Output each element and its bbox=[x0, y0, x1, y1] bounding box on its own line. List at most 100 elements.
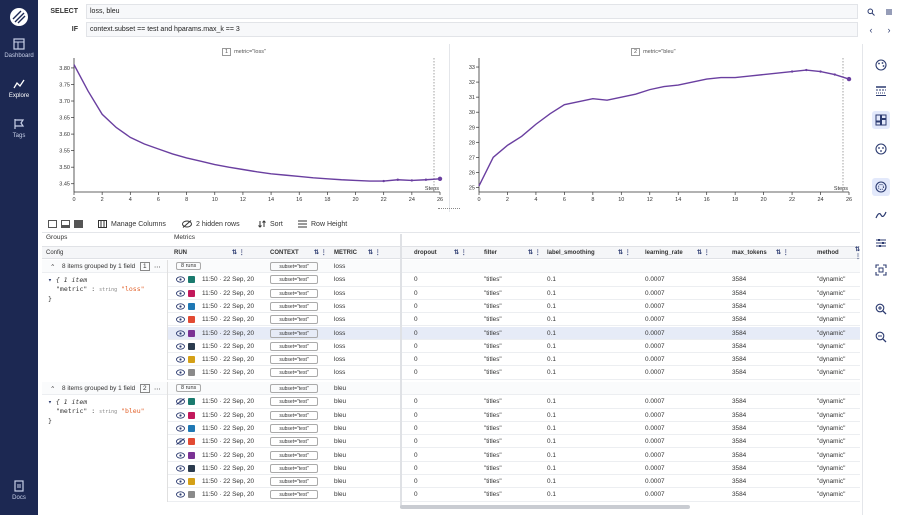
eye-icon[interactable] bbox=[176, 478, 185, 487]
column-menu-icon[interactable]: ⇅ ⋮ bbox=[618, 250, 631, 256]
layout-icon-2[interactable] bbox=[61, 220, 70, 228]
run-time[interactable]: 11:50 · 22 Sep, 20 bbox=[202, 342, 255, 350]
run-color-swatch[interactable] bbox=[188, 289, 195, 297]
chart-panel-loss[interactable]: 1 metric="loss" 3.45 3.50 3.55 3.60 3.65 3.70 3… bbox=[42, 44, 450, 212]
run-color-swatch[interactable] bbox=[188, 438, 195, 446]
row-height-button[interactable]: Row Height bbox=[298, 220, 347, 228]
chevron-right-icon[interactable]: › bbox=[887, 24, 891, 35]
aggregation-icon[interactable] bbox=[872, 178, 890, 196]
table-row[interactable]: 11:50 · 22 Sep, 20 subset="test" bleu 0 "tit… bbox=[168, 475, 860, 489]
table-row[interactable]: 11:50 · 22 Sep, 20 subset="test" bleu 0 "tit… bbox=[168, 488, 860, 502]
run-time[interactable]: 11:50 · 22 Sep, 20 bbox=[202, 438, 255, 446]
table-row[interactable]: 11:50 · 22 Sep, 20 subset="test" loss 0 "tit… bbox=[168, 300, 860, 314]
run-time[interactable]: 11:50 · 22 Sep, 20 bbox=[202, 329, 255, 337]
resize-handle[interactable] bbox=[438, 208, 460, 211]
eye-icon[interactable] bbox=[176, 425, 185, 434]
table-row[interactable]: 11:50 · 22 Sep, 20 subset="test" loss 0 "tit… bbox=[168, 366, 860, 380]
eye-off-icon[interactable] bbox=[176, 398, 185, 407]
eye-off-icon[interactable] bbox=[176, 438, 185, 447]
column-header-1[interactable]: CONTEXT bbox=[270, 249, 299, 256]
run-time[interactable]: 11:50 · 22 Sep, 20 bbox=[202, 491, 255, 499]
run-time[interactable]: 11:50 · 22 Sep, 20 bbox=[202, 302, 255, 310]
run-time[interactable]: 11:50 · 22 Sep, 20 bbox=[202, 478, 255, 486]
run-color-swatch[interactable] bbox=[188, 329, 195, 337]
palette-icon[interactable] bbox=[872, 56, 890, 74]
collapse-icon[interactable]: ⌃ bbox=[50, 386, 56, 393]
column-menu-icon[interactable]: ⇅ ⋮ bbox=[314, 250, 327, 256]
column-menu-icon[interactable]: ⇅ ⋮ bbox=[528, 250, 541, 256]
hidden-rows-button[interactable]: 2 hidden rows bbox=[182, 220, 240, 228]
run-color-swatch[interactable] bbox=[188, 451, 195, 459]
run-color-swatch[interactable] bbox=[188, 276, 195, 284]
run-time[interactable]: 11:50 · 22 Sep, 20 bbox=[202, 451, 255, 459]
table-row[interactable]: 11:50 · 22 Sep, 20 subset="test" bleu 0 "tit… bbox=[168, 449, 860, 462]
eye-icon[interactable] bbox=[176, 343, 185, 352]
stroke-style-icon[interactable] bbox=[872, 82, 890, 100]
sidebar-item-docs[interactable]: Docs bbox=[0, 480, 38, 501]
chart-grid-icon[interactable] bbox=[872, 111, 890, 129]
column-menu-icon[interactable]: ⇅ ⋮ bbox=[697, 250, 710, 256]
run-color-swatch[interactable] bbox=[188, 369, 195, 377]
run-time[interactable]: 11:50 · 22 Sep, 20 bbox=[202, 424, 255, 432]
sort-button[interactable]: Sort bbox=[258, 220, 283, 228]
eye-icon[interactable] bbox=[176, 465, 185, 474]
sidebar-item-dashboard[interactable]: Dashboard bbox=[0, 38, 38, 59]
zoom-in-icon[interactable] bbox=[872, 300, 890, 318]
eye-icon[interactable] bbox=[176, 369, 185, 378]
eye-icon[interactable] bbox=[176, 303, 185, 312]
run-time[interactable]: 11:50 · 22 Sep, 20 bbox=[202, 316, 255, 324]
table-row[interactable]: 11:50 · 22 Sep, 20 subset="test" loss 0 "tit… bbox=[168, 353, 860, 367]
column-header-2[interactable]: METRIC bbox=[334, 249, 357, 256]
table-row[interactable]: 11:50 · 22 Sep, 20 subset="test" loss 0 "tit… bbox=[168, 326, 860, 340]
menu-icon[interactable] bbox=[882, 4, 896, 19]
column-header-0[interactable]: RUN bbox=[174, 249, 187, 256]
run-color-swatch[interactable] bbox=[188, 411, 195, 419]
run-color-swatch[interactable] bbox=[188, 302, 195, 310]
column-header-7[interactable]: max_tokens bbox=[732, 249, 767, 256]
zoom-area-icon[interactable] bbox=[872, 261, 890, 279]
run-color-swatch[interactable] bbox=[188, 464, 195, 472]
column-menu-icon[interactable]: ⇅ ⋮ bbox=[776, 250, 789, 256]
run-time[interactable]: 11:50 · 22 Sep, 20 bbox=[202, 289, 255, 297]
layout-icon-1[interactable] bbox=[48, 220, 57, 228]
run-color-swatch[interactable] bbox=[188, 342, 195, 350]
column-menu-icon[interactable]: ⇅ ⋮ bbox=[454, 250, 467, 256]
group-summary-row[interactable]: ⌃ 8 items grouped by 1 field 2 ⋯ 8 runs subse… bbox=[42, 382, 860, 396]
column-header-4[interactable]: filter bbox=[484, 249, 498, 256]
run-color-swatch[interactable] bbox=[188, 424, 195, 432]
run-color-swatch[interactable] bbox=[188, 398, 195, 406]
column-header-5[interactable]: label_smoothing bbox=[547, 249, 595, 256]
column-header-3[interactable]: dropout bbox=[414, 249, 437, 256]
eye-icon[interactable] bbox=[176, 356, 185, 365]
table-row[interactable]: 11:50 · 22 Sep, 20 subset="test" bleu 0 "tit… bbox=[168, 395, 860, 409]
run-color-swatch[interactable] bbox=[188, 491, 195, 499]
eye-icon[interactable] bbox=[176, 451, 185, 461]
column-menu-icon[interactable]: ⇅ ⋮ bbox=[232, 250, 245, 256]
sidebar-item-tags[interactable]: Tags bbox=[0, 118, 38, 139]
column-menu-icon[interactable]: ⇅ ⋮ bbox=[368, 250, 381, 256]
chevron-left-icon[interactable]: ‹ bbox=[869, 24, 873, 35]
table-row[interactable]: 11:50 · 22 Sep, 20 subset="test" loss 0 "tit… bbox=[168, 273, 860, 287]
chart-loss[interactable]: 3.453.503.553.603.653.703.753.800 2 4 6 8 10 1… bbox=[42, 44, 450, 212]
column-header-6[interactable]: learning_rate bbox=[645, 249, 683, 256]
search-icon[interactable] bbox=[864, 4, 878, 19]
table-row[interactable]: 11:50 · 22 Sep, 20 subset="test" loss 0 "tit… bbox=[168, 287, 860, 300]
more-icon[interactable]: ⋯ bbox=[154, 386, 161, 393]
eye-icon[interactable] bbox=[176, 276, 185, 285]
run-color-swatch[interactable] bbox=[188, 356, 195, 364]
axes-properties-icon[interactable] bbox=[872, 234, 890, 252]
zoom-out-icon[interactable] bbox=[872, 328, 890, 346]
eye-icon[interactable] bbox=[176, 289, 185, 299]
column-menu-icon[interactable]: ⇅ ⋮ bbox=[855, 246, 860, 260]
if-input[interactable]: context.subset == test and hparams.max_k… bbox=[86, 22, 858, 37]
horizontal-scrollbar[interactable] bbox=[400, 505, 690, 509]
column-header-8[interactable]: method bbox=[817, 249, 839, 256]
table-row[interactable]: 11:50 · 22 Sep, 20 subset="test" bleu 0 "tit… bbox=[168, 409, 860, 422]
layout-icon-3[interactable] bbox=[74, 220, 83, 228]
select-input[interactable]: loss, bleu bbox=[86, 4, 858, 19]
expand-chevron-icon[interactable]: ▾ bbox=[48, 398, 52, 406]
sidebar-item-explore[interactable]: Explore bbox=[0, 78, 38, 99]
aim-logo[interactable] bbox=[9, 7, 29, 27]
eye-icon[interactable] bbox=[176, 329, 185, 339]
